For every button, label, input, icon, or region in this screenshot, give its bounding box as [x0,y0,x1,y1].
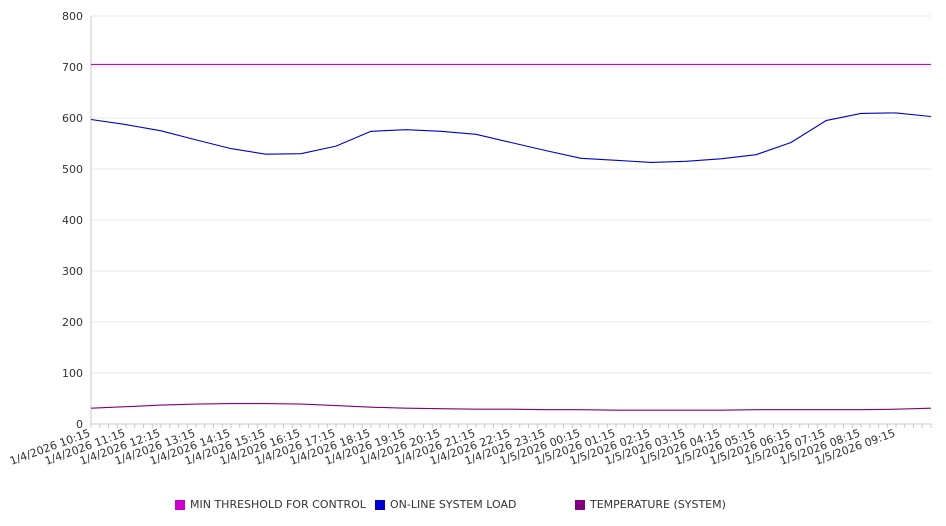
legend-label: MIN THRESHOLD FOR CONTROL [190,498,366,511]
legend-item-temperature[interactable]: TEMPERATURE (SYSTEM) [575,498,726,511]
y-tick-label: 0 [76,418,83,431]
legend-swatch [375,499,385,510]
y-tick-label: 700 [62,61,83,74]
y-tick-label: 100 [62,367,83,380]
legend-label: TEMPERATURE (SYSTEM) [590,498,726,511]
system-load-line [90,112,932,163]
legend-label: ON-LINE SYSTEM LOAD [390,498,517,511]
y-axis-ticks: 0 100 200 300 400 500 600 700 800 [62,10,83,431]
x-axis-ticks: 1/4/2026 10:151/4/2026 11:151/4/2026 12:… [8,427,897,468]
y-tick-label: 200 [62,316,83,329]
temperature-line [90,403,932,411]
legend-item-min-threshold[interactable]: MIN THRESHOLD FOR CONTROL [175,498,366,511]
legend-item-system-load[interactable]: ON-LINE SYSTEM LOAD [375,498,516,511]
y-tick-label: 300 [62,265,83,278]
legend-swatch [575,499,585,510]
y-tick-label: 600 [62,112,83,125]
legend-swatch [175,499,185,510]
y-tick-label: 800 [62,10,83,23]
y-tick-label: 500 [62,163,83,176]
y-tick-label: 400 [62,214,83,227]
series-lines [90,63,932,411]
gridlines [91,15,931,374]
legend: MIN THRESHOLD FOR CONTROL ON-LINE SYSTEM… [0,496,946,516]
axes [90,16,932,428]
